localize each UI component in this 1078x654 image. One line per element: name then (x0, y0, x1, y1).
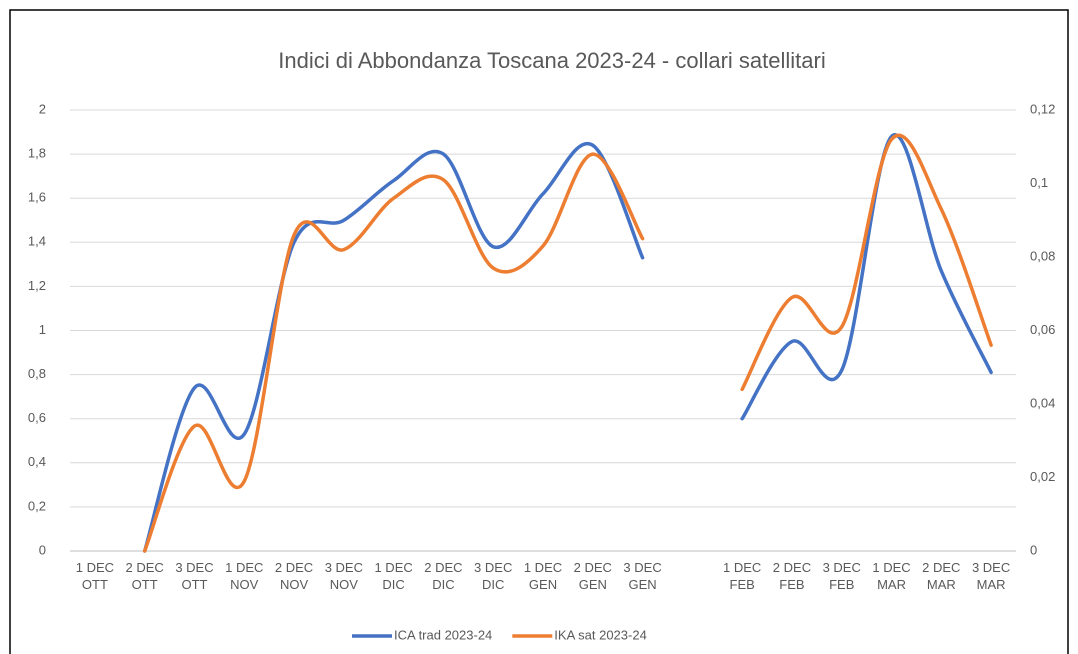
x-tick-label: 3 DEC NOV (325, 560, 363, 592)
legend-label: IKA sat 2023-24 (554, 627, 647, 642)
y2-tick-label: 0,02 (1030, 469, 1055, 484)
x-tick-line: 1 DEC (872, 560, 910, 575)
y2-tick-label: 0,06 (1030, 322, 1055, 337)
x-tick-label: 2 DEC DIC (424, 560, 462, 592)
x-tick-line: GEN (579, 577, 607, 592)
y-tick-label: 0,4 (28, 454, 46, 469)
x-tick-label: 2 DEC NOV (275, 560, 313, 592)
y-tick-label: 1,2 (28, 278, 46, 293)
y-tick-label: 0,6 (28, 410, 46, 425)
x-tick-line: DIC (382, 577, 404, 592)
x-tick-label: 2 DEC FEB (773, 560, 811, 592)
x-tick-label: 3 DEC OTT (175, 560, 213, 592)
x-tick-line: 2 DEC (275, 560, 313, 575)
x-tick-label: 2 DEC OTT (126, 560, 164, 592)
x-tick-line: FEB (730, 577, 755, 592)
x-tick-label: 1 DEC NOV (225, 560, 263, 592)
y-tick-label: 1 (39, 322, 46, 337)
x-tick-label: 3 DEC GEN (623, 560, 661, 592)
x-tick-line: 3 DEC (325, 560, 363, 575)
y-tick-label: 1,8 (28, 146, 46, 161)
x-tick-line: NOV (280, 577, 309, 592)
x-tick-line: 1 DEC (374, 560, 412, 575)
x-tick-line: MAR (877, 577, 906, 592)
x-tick-line: DIC (482, 577, 504, 592)
x-tick-label: 3 DEC FEB (823, 560, 861, 592)
x-tick-line: 3 DEC (175, 560, 213, 575)
y2-tick-label: 0,04 (1030, 395, 1055, 410)
x-tick-line: GEN (628, 577, 656, 592)
y2-tick-label: 0 (1030, 542, 1037, 557)
y-tick-label: 2 (39, 101, 46, 116)
y-tick-label: 0,8 (28, 366, 46, 381)
chart-title: Indici di Abbondanza Toscana 2023-24 - c… (278, 48, 826, 73)
x-tick-line: FEB (779, 577, 804, 592)
x-tick-line: 2 DEC (126, 560, 164, 575)
x-tick-line: 1 DEC (225, 560, 263, 575)
x-tick-line: 3 DEC (623, 560, 661, 575)
x-tick-line: 2 DEC (773, 560, 811, 575)
y-tick-label: 1,4 (28, 234, 46, 249)
x-tick-label: 1 DEC OTT (76, 560, 114, 592)
x-tick-label: 1 DEC FEB (723, 560, 761, 592)
x-tick-line: 2 DEC (574, 560, 612, 575)
x-tick-line: DIC (432, 577, 454, 592)
x-tick-line: 2 DEC (424, 560, 462, 575)
x-tick-line: OTT (82, 577, 108, 592)
x-tick-line: OTT (181, 577, 207, 592)
y-tick-label: 0,2 (28, 498, 46, 513)
x-tick-line: 3 DEC (474, 560, 512, 575)
x-tick-line: NOV (230, 577, 259, 592)
x-tick-line: 1 DEC (723, 560, 761, 575)
chart-frame (9, 9, 1069, 654)
x-tick-line: GEN (529, 577, 557, 592)
x-tick-label: 2 DEC MAR (922, 560, 960, 592)
x-tick-label: 3 DEC DIC (474, 560, 512, 592)
series-line (142, 133, 993, 553)
y2-tick-label: 0,1 (1030, 175, 1048, 190)
series-line (142, 133, 993, 553)
x-tick-line: 3 DEC (823, 560, 861, 575)
y-tick-label: 1,6 (28, 190, 46, 205)
x-tick-line: MAR (977, 577, 1006, 592)
x-tick-label: 3 DEC MAR (972, 560, 1010, 592)
y2-tick-label: 0,08 (1030, 248, 1055, 263)
x-tick-line: OTT (132, 577, 158, 592)
x-tick-label: 2 DEC GEN (574, 560, 612, 592)
x-tick-line: MAR (927, 577, 956, 592)
x-tick-line: 1 DEC (76, 560, 114, 575)
x-tick-line: 1 DEC (524, 560, 562, 575)
x-tick-label: 1 DEC DIC (374, 560, 412, 592)
x-tick-label: 1 DEC MAR (872, 560, 910, 592)
x-tick-line: FEB (829, 577, 854, 592)
x-tick-line: 3 DEC (972, 560, 1010, 575)
y-tick-label: 0 (39, 542, 46, 557)
y2-tick-label: 0,12 (1030, 101, 1055, 116)
x-tick-label: 1 DEC GEN (524, 560, 562, 592)
legend-label: ICA trad 2023-24 (394, 627, 492, 642)
x-tick-line: NOV (330, 577, 359, 592)
x-tick-line: 2 DEC (922, 560, 960, 575)
